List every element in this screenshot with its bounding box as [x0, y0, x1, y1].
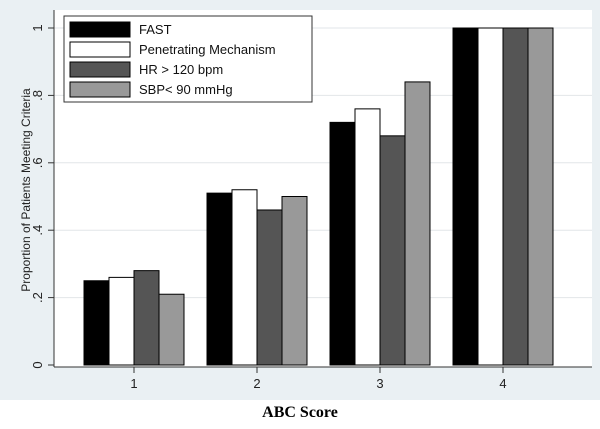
bar-sbp-90-mmhg-3 — [404, 81, 431, 366]
x-tick-label: 4 — [499, 376, 506, 391]
bar-penetrating-mechanism-2 — [231, 189, 258, 366]
x-tick-label: 2 — [253, 376, 260, 391]
bar-penetrating-mechanism-4 — [477, 27, 504, 366]
bar-fast-1 — [83, 280, 110, 366]
bar-sbp-90-mmhg-1 — [158, 293, 185, 366]
legend: FAST Penetrating Mechanism HR > 120 bpm SBP… — [63, 15, 313, 103]
legend-label: FAST — [139, 22, 172, 37]
bar-hr-120-bpm-1 — [133, 270, 160, 366]
bar-hr-120-bpm-2 — [256, 209, 283, 366]
bar-fast-3 — [329, 121, 356, 366]
bar-fast-2 — [206, 192, 233, 366]
bars — [83, 27, 554, 366]
bar-hr-120-bpm-3 — [379, 135, 406, 366]
y-tick-label: .2 — [30, 292, 45, 303]
bar-hr-120-bpm-4 — [502, 27, 529, 366]
bar-penetrating-mechanism-1 — [108, 276, 135, 366]
legend-label: Penetrating Mechanism — [139, 42, 276, 57]
legend-swatch — [69, 61, 131, 78]
legend-label: SBP< 90 mmHg — [139, 82, 233, 97]
bar-fast-4 — [452, 27, 479, 366]
y-axis-title: Proportion of Patients Meeting Criteria — [19, 88, 33, 292]
legend-swatch — [69, 41, 131, 58]
y-tick-label: .8 — [30, 90, 45, 101]
bar-penetrating-mechanism-3 — [354, 108, 381, 366]
y-tick-label: .6 — [30, 157, 45, 168]
bar-chart: 0 .2 .4 .6 .8 1 1 2 3 4 Proportion of Patients Me… — [0, 0, 600, 400]
x-tick-label: 1 — [130, 376, 137, 391]
legend-swatch — [69, 21, 131, 38]
bar-sbp-90-mmhg-2 — [281, 196, 308, 366]
y-tick-label: .4 — [30, 225, 45, 236]
x-tick-label: 3 — [376, 376, 383, 391]
y-tick-label: 1 — [30, 24, 45, 31]
legend-label: HR > 120 bpm — [139, 62, 223, 77]
y-tick-label: 0 — [30, 361, 45, 368]
legend-swatch — [69, 81, 131, 98]
x-axis-caption: ABC Score — [262, 404, 338, 421]
axes: 0 .2 .4 .6 .8 1 1 2 3 4 — [30, 10, 592, 391]
bar-sbp-90-mmhg-4 — [527, 27, 554, 366]
